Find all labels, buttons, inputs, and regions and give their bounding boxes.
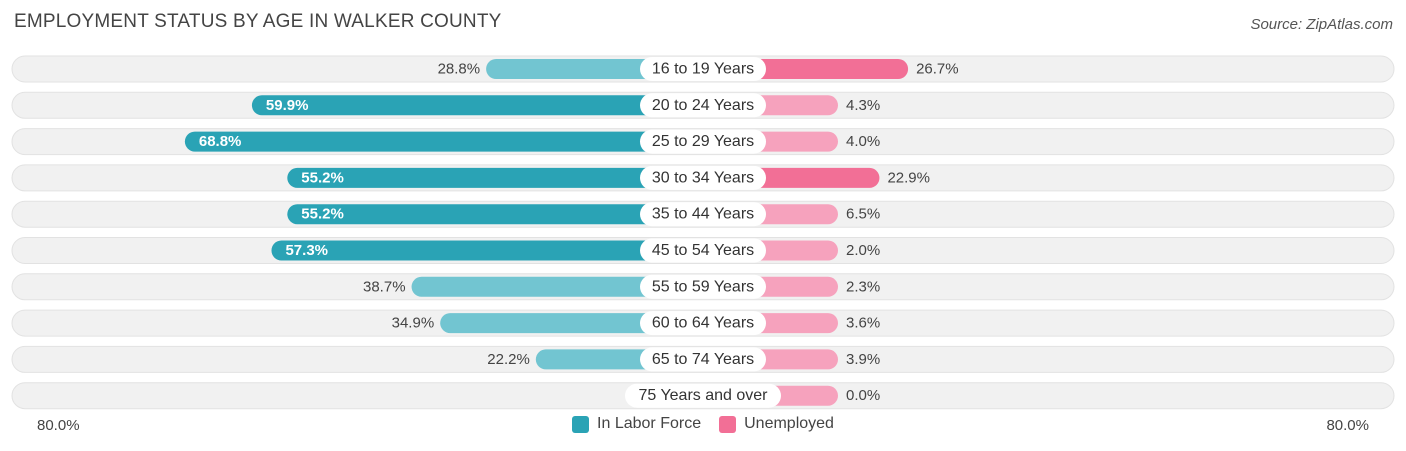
legend-swatch-labor (572, 415, 590, 433)
category-pill (640, 165, 766, 190)
category-pill (640, 238, 766, 263)
unemployed-value-label: 0.0% (846, 387, 880, 404)
labor-value-label: 68.8% (199, 133, 242, 150)
labor-value-label: 28.8% (438, 61, 481, 78)
category-label: 60 to 64 Years (652, 315, 754, 332)
unemployed-value-label: 2.0% (846, 242, 880, 259)
labor-bar[interactable] (287, 167, 703, 188)
axis-left-label: 80.0% (37, 417, 80, 434)
legend: In Labor Force Unemployed (0, 415, 1406, 433)
category-label: 45 to 54 Years (652, 242, 754, 259)
category-pill (640, 202, 766, 227)
category-label: 75 Years and over (639, 387, 769, 404)
category-label: 25 to 29 Years (652, 133, 754, 150)
unemployed-value-label: 6.5% (846, 206, 880, 223)
labor-value-label: 22.2% (487, 351, 530, 368)
labor-bar[interactable] (411, 276, 703, 297)
legend-label-unemployed: Unemployed (744, 415, 834, 432)
category-label: 55 to 59 Years (652, 278, 754, 295)
category-pill (640, 57, 766, 81)
labor-value-label: 55.2% (301, 206, 344, 223)
category-pill (640, 274, 766, 299)
unemployed-value-label: 4.0% (846, 133, 880, 150)
labor-value-label: 57.3% (285, 242, 328, 259)
labor-value-label: 34.9% (392, 315, 435, 332)
labor-bar[interactable] (271, 240, 703, 261)
legend-item-unemployed[interactable]: Unemployed (719, 415, 834, 433)
labor-bar[interactable] (251, 95, 703, 116)
legend-swatch-unemployed (719, 415, 737, 433)
category-pill (640, 129, 766, 154)
chart-title: EMPLOYMENT STATUS BY AGE IN WALKER COUNT… (14, 11, 502, 32)
axis-right-label: 80.0% (1326, 417, 1369, 434)
source-label: Source: ZipAtlas.com (1250, 16, 1393, 33)
labor-bar[interactable] (287, 204, 703, 225)
category-label: 65 to 74 Years (652, 351, 754, 368)
category-pill (625, 383, 781, 408)
category-pill (640, 311, 766, 336)
unemployed-value-label: 26.7% (916, 61, 959, 78)
category-label: 20 to 24 Years (652, 97, 754, 114)
labor-bar[interactable] (184, 131, 703, 152)
legend-label-labor: In Labor Force (597, 415, 702, 432)
category-pill (640, 93, 766, 118)
labor-bar[interactable] (440, 313, 703, 334)
labor-value-label: 59.9% (266, 97, 309, 114)
unemployed-value-label: 22.9% (887, 169, 930, 186)
category-label: 30 to 34 Years (652, 169, 754, 186)
category-pill (640, 347, 766, 372)
unemployed-value-label: 4.3% (846, 97, 880, 114)
unemployed-value-label: 3.6% (846, 315, 880, 332)
labor-value-label: 38.7% (363, 278, 406, 295)
legend-item-labor[interactable]: In Labor Force (572, 415, 701, 433)
unemployed-value-label: 3.9% (846, 351, 880, 368)
category-label: 16 to 19 Years (652, 61, 754, 78)
labor-value-label: 55.2% (301, 169, 344, 186)
unemployed-value-label: 2.3% (846, 278, 880, 295)
category-label: 35 to 44 Years (652, 206, 754, 223)
